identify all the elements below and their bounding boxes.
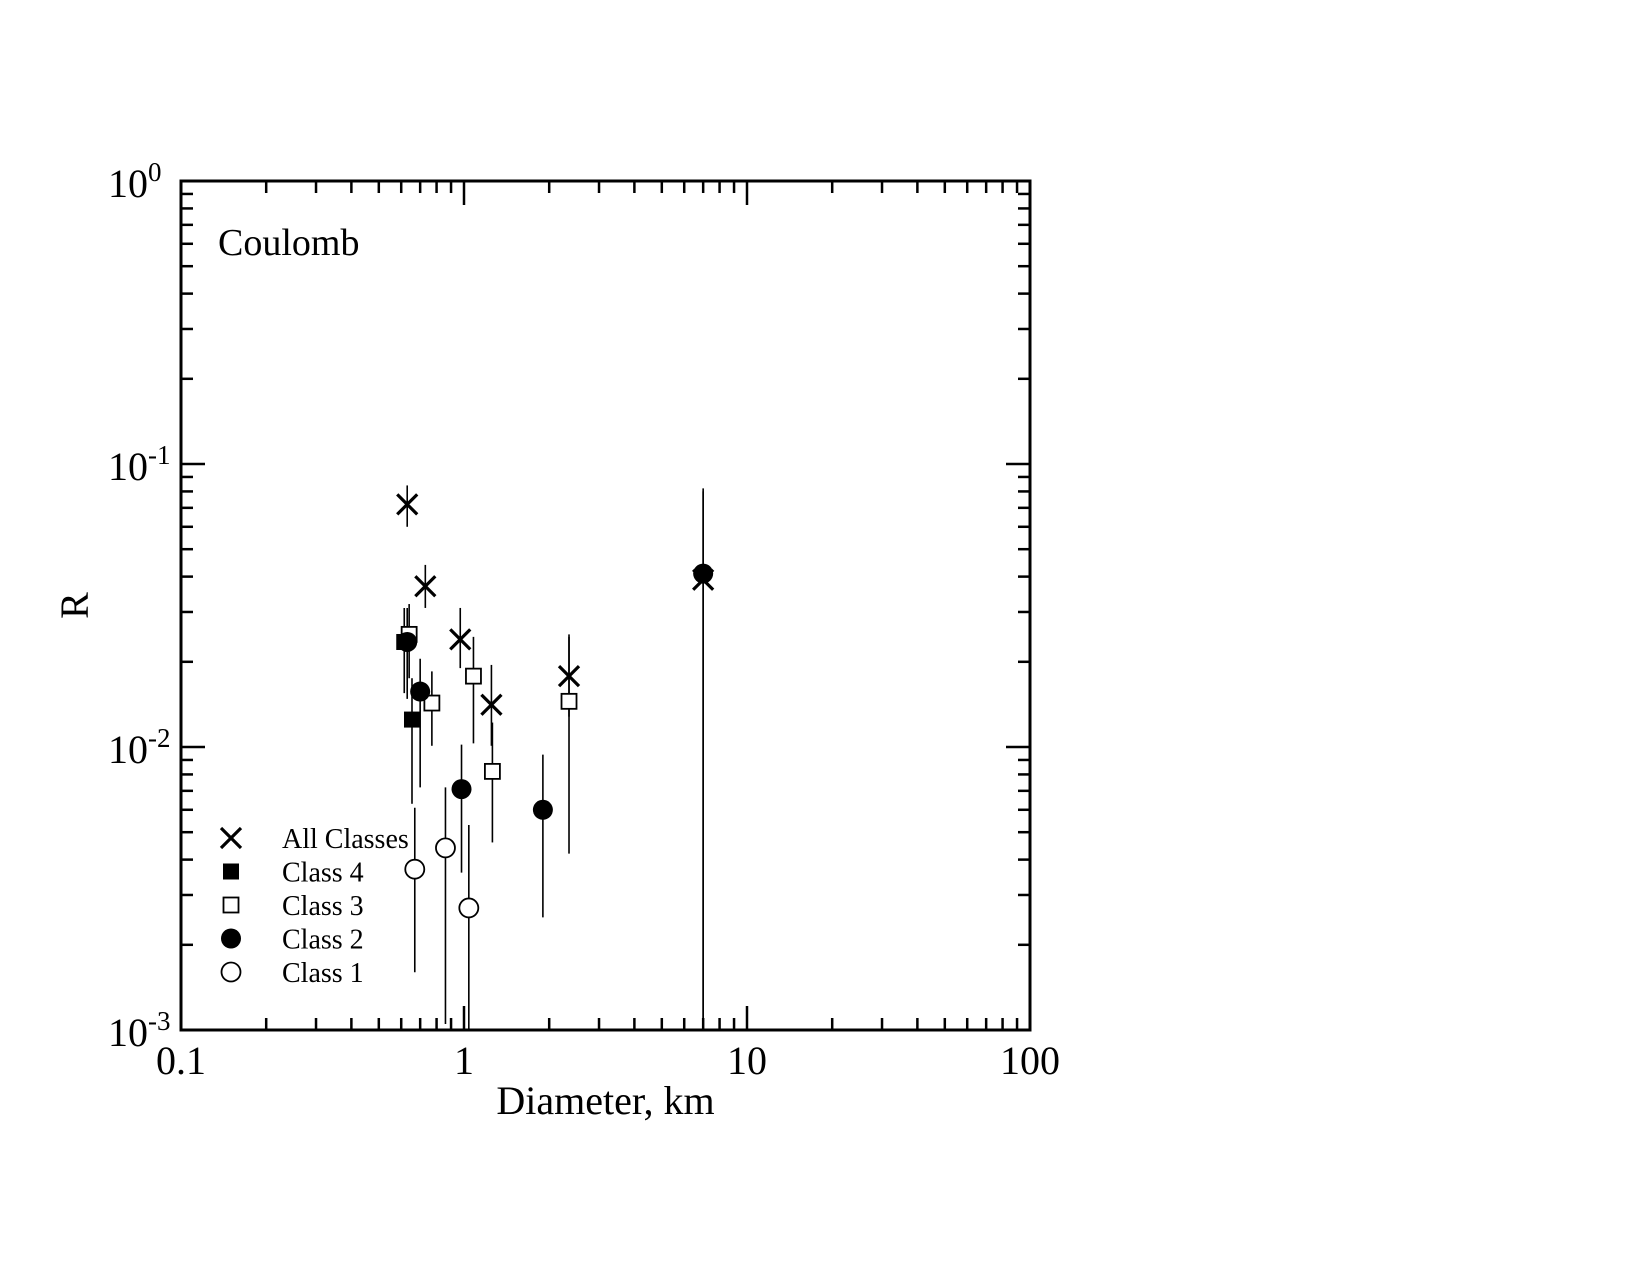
class-1-point — [435, 837, 456, 859]
legend-all-classes-label: All Classes — [282, 824, 409, 855]
plot-frame — [179, 179, 1032, 1032]
all-classes-point — [396, 493, 419, 516]
tick-labels: 0.1 1 10 100 100 10-1 10-2 10-3 — [108, 157, 1060, 1083]
y-tick-label: 10-1 — [108, 440, 171, 489]
legend-class-3-marker — [222, 896, 240, 914]
class-2-point — [397, 631, 418, 652]
class-3-point — [423, 694, 441, 712]
all-classes-point — [480, 693, 503, 716]
class-2-point — [532, 799, 553, 820]
y-tick-label: 100 — [108, 157, 162, 206]
error-bars — [403, 485, 704, 1030]
legend-class-4-label: Class 4 — [282, 858, 364, 889]
class-3-point — [465, 667, 482, 685]
all-classes-point — [557, 664, 581, 688]
legend-class-2-marker — [221, 928, 241, 949]
legend-class-1-marker — [220, 961, 242, 983]
y-tick-label: 10-3 — [108, 1006, 171, 1055]
class-4-point — [403, 711, 420, 728]
y-axis-label: R — [52, 592, 97, 619]
data-markers — [396, 493, 715, 919]
class-1-point — [458, 897, 480, 919]
all-classes-point — [449, 628, 472, 651]
x-tick-label: 1 — [454, 1038, 474, 1083]
legend-class-1-label: Class 1 — [282, 958, 364, 989]
axis-ticks — [181, 181, 1030, 1030]
class-3-point — [560, 692, 578, 710]
class-2-point — [693, 563, 714, 584]
y-tick-label: 10-2 — [108, 723, 171, 772]
legend-class-2-label: Class 2 — [282, 925, 364, 956]
x-tick-label: 100 — [1000, 1038, 1060, 1083]
legend-class-3-label: Class 3 — [282, 891, 364, 922]
legend-all-classes-marker — [219, 826, 243, 850]
class-2-point — [410, 681, 431, 702]
x-tick-label: 0.1 — [156, 1038, 206, 1083]
x-tick-label: 10 — [727, 1038, 767, 1083]
class-3-point — [484, 762, 501, 780]
x-axis-label: Diameter, km — [496, 1078, 714, 1123]
class-2-point — [451, 779, 472, 800]
plot-annotation: Coulomb — [218, 222, 359, 264]
all-classes-point — [414, 575, 437, 598]
class-1-point — [404, 858, 426, 880]
legend-class-4-marker — [223, 863, 239, 880]
